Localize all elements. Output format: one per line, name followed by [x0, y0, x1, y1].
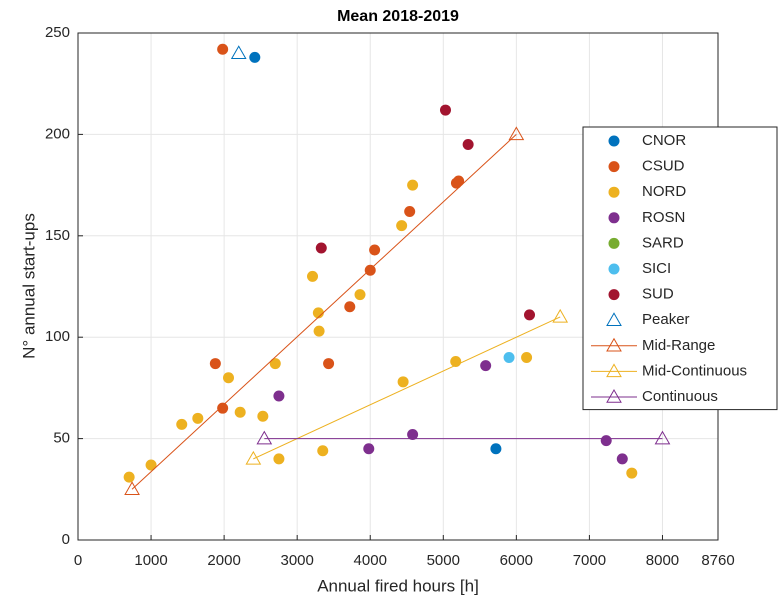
point [616, 453, 628, 465]
point [257, 410, 269, 422]
x-tick-label: 8000 [646, 552, 679, 569]
legend-label: NORD [642, 183, 686, 200]
legend-label: Mid-Range [642, 337, 715, 354]
point [354, 289, 366, 301]
legend-marker [608, 212, 620, 224]
y-tick-label: 250 [45, 24, 70, 41]
point [490, 443, 502, 455]
point [273, 390, 285, 402]
point [256, 430, 273, 445]
point [217, 43, 229, 55]
point [396, 220, 408, 232]
x-tick-label: 2000 [207, 552, 240, 569]
point [230, 45, 247, 60]
point [397, 376, 409, 388]
point [508, 126, 525, 141]
point [123, 471, 135, 483]
point [552, 308, 569, 323]
legend-marker [606, 337, 622, 352]
x-tick-label: 7000 [573, 552, 606, 569]
legend-label: Continuous [642, 388, 718, 405]
legend-marker [606, 363, 622, 378]
legend-marker [606, 388, 622, 403]
legend-label: SUD [642, 286, 674, 303]
legend-marker [608, 237, 620, 249]
point [312, 307, 324, 319]
legend-label: Mid-Continuous [642, 362, 747, 379]
legend-label: Peaker [642, 311, 690, 328]
point [521, 351, 533, 363]
legend-marker [608, 289, 620, 301]
x-tick-label: 8760 [701, 552, 734, 569]
line [131, 134, 517, 490]
legend-label: CSUD [642, 158, 685, 175]
legend-label: ROSN [642, 209, 685, 226]
point [217, 402, 229, 414]
legend-marker [606, 312, 622, 326]
legend-marker [608, 135, 620, 147]
point [307, 270, 319, 282]
point [480, 360, 492, 372]
point [176, 418, 188, 430]
point [363, 443, 375, 455]
point [524, 309, 536, 321]
legend-label: CNOR [642, 132, 686, 149]
legend-marker [608, 186, 620, 198]
legend-marker [608, 263, 620, 275]
point [249, 51, 261, 63]
point [315, 242, 327, 254]
x-axis-label: Annual fired hours [h] [317, 576, 479, 595]
point [124, 481, 140, 496]
point [439, 104, 451, 116]
point [407, 179, 419, 191]
point [269, 358, 281, 370]
point [654, 430, 671, 445]
point [453, 175, 465, 187]
point [369, 244, 381, 256]
y-axis-label: N° annual start-ups [19, 213, 38, 359]
legend: CNOR CSUD NORD ROSN SARD SICI SUD Peaker Mid-Ran… [582, 126, 778, 411]
point [317, 445, 329, 457]
x-tick-label: 1000 [134, 552, 167, 569]
point [273, 453, 285, 465]
point [344, 301, 356, 313]
x-tick-label: 3000 [280, 552, 313, 569]
x-tick-label: 0 [74, 552, 82, 569]
y-tick-label: 150 [45, 227, 70, 244]
point [503, 351, 515, 363]
y-tick-label: 200 [45, 125, 70, 142]
point [323, 358, 335, 370]
point [407, 429, 419, 441]
point [145, 459, 157, 471]
point [364, 264, 376, 276]
y-tick-label: 50 [53, 430, 70, 447]
point [209, 358, 221, 370]
point [462, 139, 474, 151]
y-tick-label: 0 [62, 531, 70, 548]
point [404, 205, 416, 217]
point [192, 412, 204, 424]
point [245, 450, 262, 465]
legend-marker [608, 161, 620, 173]
x-tick-label: 4000 [354, 552, 387, 569]
legend-label: SARD [642, 234, 684, 251]
x-tick-label: 6000 [500, 552, 533, 569]
point [313, 325, 325, 337]
line [253, 316, 561, 460]
legend-label: SICI [642, 260, 671, 277]
point [234, 406, 246, 418]
x-tick-label: 5000 [427, 552, 460, 569]
y-tick-label: 100 [45, 328, 70, 345]
point [626, 467, 638, 479]
point [223, 372, 235, 384]
point [600, 435, 612, 447]
chart-title: Mean 2018-2019 [337, 8, 459, 25]
